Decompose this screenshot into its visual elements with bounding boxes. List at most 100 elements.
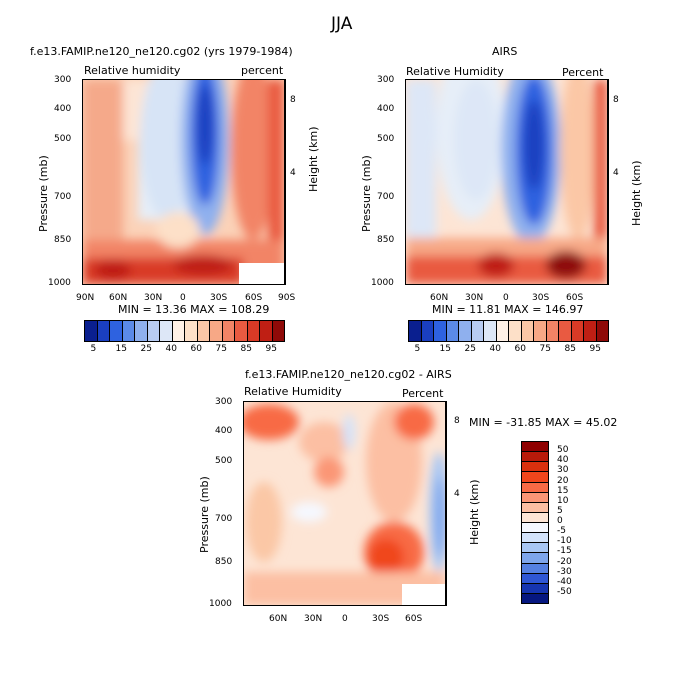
panel-diff-ylabel-right: Height (km) — [468, 479, 481, 545]
colorbar-label: -30 — [557, 566, 572, 577]
colorbar-cell — [84, 320, 98, 342]
colorbar-cell — [259, 320, 273, 342]
panel-obs-left-label: Relative Humidity — [406, 65, 504, 78]
figure-title: JJA — [331, 14, 353, 34]
panel-obs-ylabel-right: Height (km) — [630, 160, 643, 226]
panel-obs-ylabel: Pressure (mb) — [360, 155, 373, 232]
colorbar-cell — [109, 320, 123, 342]
colorbar-label: 5 — [90, 344, 97, 354]
panel-model-xtick: 60N — [109, 293, 128, 303]
colorbar-cell — [433, 320, 447, 342]
panel-model-ytick: 300 — [54, 75, 72, 85]
panel-diff-plot — [243, 401, 446, 606]
panel-obs-ytick: 850 — [377, 235, 395, 245]
panel-obs-xtick: 30S — [532, 293, 550, 303]
colorbar-cell — [96, 320, 110, 342]
colorbar-label: 25 — [140, 344, 152, 354]
panel-diff-xtick: 0 — [342, 614, 348, 624]
colorbar-cell — [221, 320, 235, 342]
colorbar-label: 20 — [557, 475, 569, 486]
panel-diff-left-label: Relative Humidity — [244, 385, 342, 398]
colorbar-label: 40 — [489, 344, 501, 354]
panel-model-title: f.e13.FAMIP.ne120_ne120.cg02 (yrs 1979-1… — [30, 45, 293, 58]
colorbar-label: 40 — [165, 344, 177, 354]
panel-diff-xtick: 60S — [405, 614, 423, 624]
panel-diff-xtick: 30S — [372, 614, 390, 624]
panel-model-xtick: 90N — [76, 293, 95, 303]
panel-diff-ytick: 1000 — [209, 599, 232, 609]
colorbar-label: 15 — [557, 485, 569, 496]
panel-model-ytick: 850 — [54, 235, 72, 245]
colorbar-cell — [209, 320, 223, 342]
colorbar-cell — [134, 320, 148, 342]
colorbar-cell — [521, 592, 549, 604]
panel-obs-xtick: 60N — [430, 293, 449, 303]
colorbar-cell — [470, 320, 484, 342]
panel-model-xtick: 0 — [180, 293, 186, 303]
panel-model-xtick: 30N — [144, 293, 163, 303]
colorbar-cell — [159, 320, 173, 342]
panel-model-xtick: 90S — [278, 293, 296, 303]
panel-model-ytick: 1000 — [48, 278, 71, 288]
panel-diff-height-tick: 4 — [454, 489, 460, 499]
panel-model-height-tick: 4 — [290, 168, 296, 178]
colorbar-label: 10 — [557, 495, 569, 506]
colorbar-label: 75 — [215, 344, 227, 354]
colorbar-cell — [533, 320, 547, 342]
panel-obs-height-axis — [608, 79, 609, 285]
colorbar-label: 60 — [514, 344, 526, 354]
colorbar-label: -5 — [557, 526, 566, 537]
colorbar-cell — [184, 320, 198, 342]
panel-diff-height-tick: 8 — [454, 416, 460, 426]
colorbar-label: 40 — [557, 455, 569, 466]
colorbar-cell — [171, 320, 185, 342]
panel-obs-title: AIRS — [492, 45, 518, 58]
panel-diff-ytick: 700 — [215, 514, 233, 524]
panel-model-plot — [82, 79, 285, 285]
colorbar-label: 95 — [265, 344, 277, 354]
panel-diff-field — [244, 402, 445, 605]
panel-obs-height-tick: 4 — [613, 168, 619, 178]
panel-diff-ytick: 300 — [215, 397, 233, 407]
colorbar-cell — [121, 320, 135, 342]
colorbar-label: 85 — [564, 344, 576, 354]
colorbar-cell — [570, 320, 584, 342]
panel-obs-xtick: 60S — [566, 293, 584, 303]
colorbar-label: -15 — [557, 546, 572, 557]
colorbar-cell — [408, 320, 422, 342]
panel-diff-ytick: 400 — [215, 426, 233, 436]
colorbar-cell — [458, 320, 472, 342]
panel-obs-height-tick: 8 — [613, 95, 619, 105]
panel-obs-field — [406, 80, 607, 284]
panel-diff-ylabel: Pressure (mb) — [198, 476, 211, 553]
panel-model-height-tick: 8 — [290, 95, 296, 105]
colorbar-cell — [420, 320, 434, 342]
panel-diff-stats: MIN = -31.85 MAX = 45.02 — [469, 416, 618, 429]
colorbar-abs-2 — [408, 320, 609, 342]
panel-model-xtick: 60S — [245, 293, 263, 303]
panel-obs-stats: MIN = 11.81 MAX = 146.97 — [432, 303, 584, 316]
colorbar-label: 25 — [464, 344, 476, 354]
colorbar-label: -40 — [557, 576, 572, 587]
colorbar-label: 5 — [557, 505, 563, 516]
panel-diff-height-axis — [446, 401, 447, 606]
colorbar-cell — [595, 320, 609, 342]
panel-model-stats: MIN = 13.36 MAX = 108.29 — [118, 303, 270, 316]
colorbar-cell — [508, 320, 522, 342]
panel-diff-ytick: 500 — [215, 456, 233, 466]
colorbar-label: 75 — [539, 344, 551, 354]
panel-obs-ytick: 300 — [377, 75, 395, 85]
colorbar-label: 60 — [190, 344, 202, 354]
panel-obs-plot — [405, 79, 608, 285]
panel-model-height-axis — [285, 79, 286, 285]
colorbar-label: 30 — [557, 465, 569, 476]
colorbar-cell — [196, 320, 210, 342]
colorbar-cell — [483, 320, 497, 342]
colorbar-diff: 50 40 30 20 15 10 5 0 -5 -10 -15 -20 -30 -40 -50 — [521, 441, 572, 604]
colorbar-label: 15 — [439, 344, 451, 354]
panel-diff-right-label: Percent — [402, 387, 444, 400]
panel-model-left-label: Relative humidity — [84, 64, 181, 77]
colorbar-cell — [583, 320, 597, 342]
panel-obs-ytick: 1000 — [371, 278, 394, 288]
colorbar-cell — [146, 320, 160, 342]
